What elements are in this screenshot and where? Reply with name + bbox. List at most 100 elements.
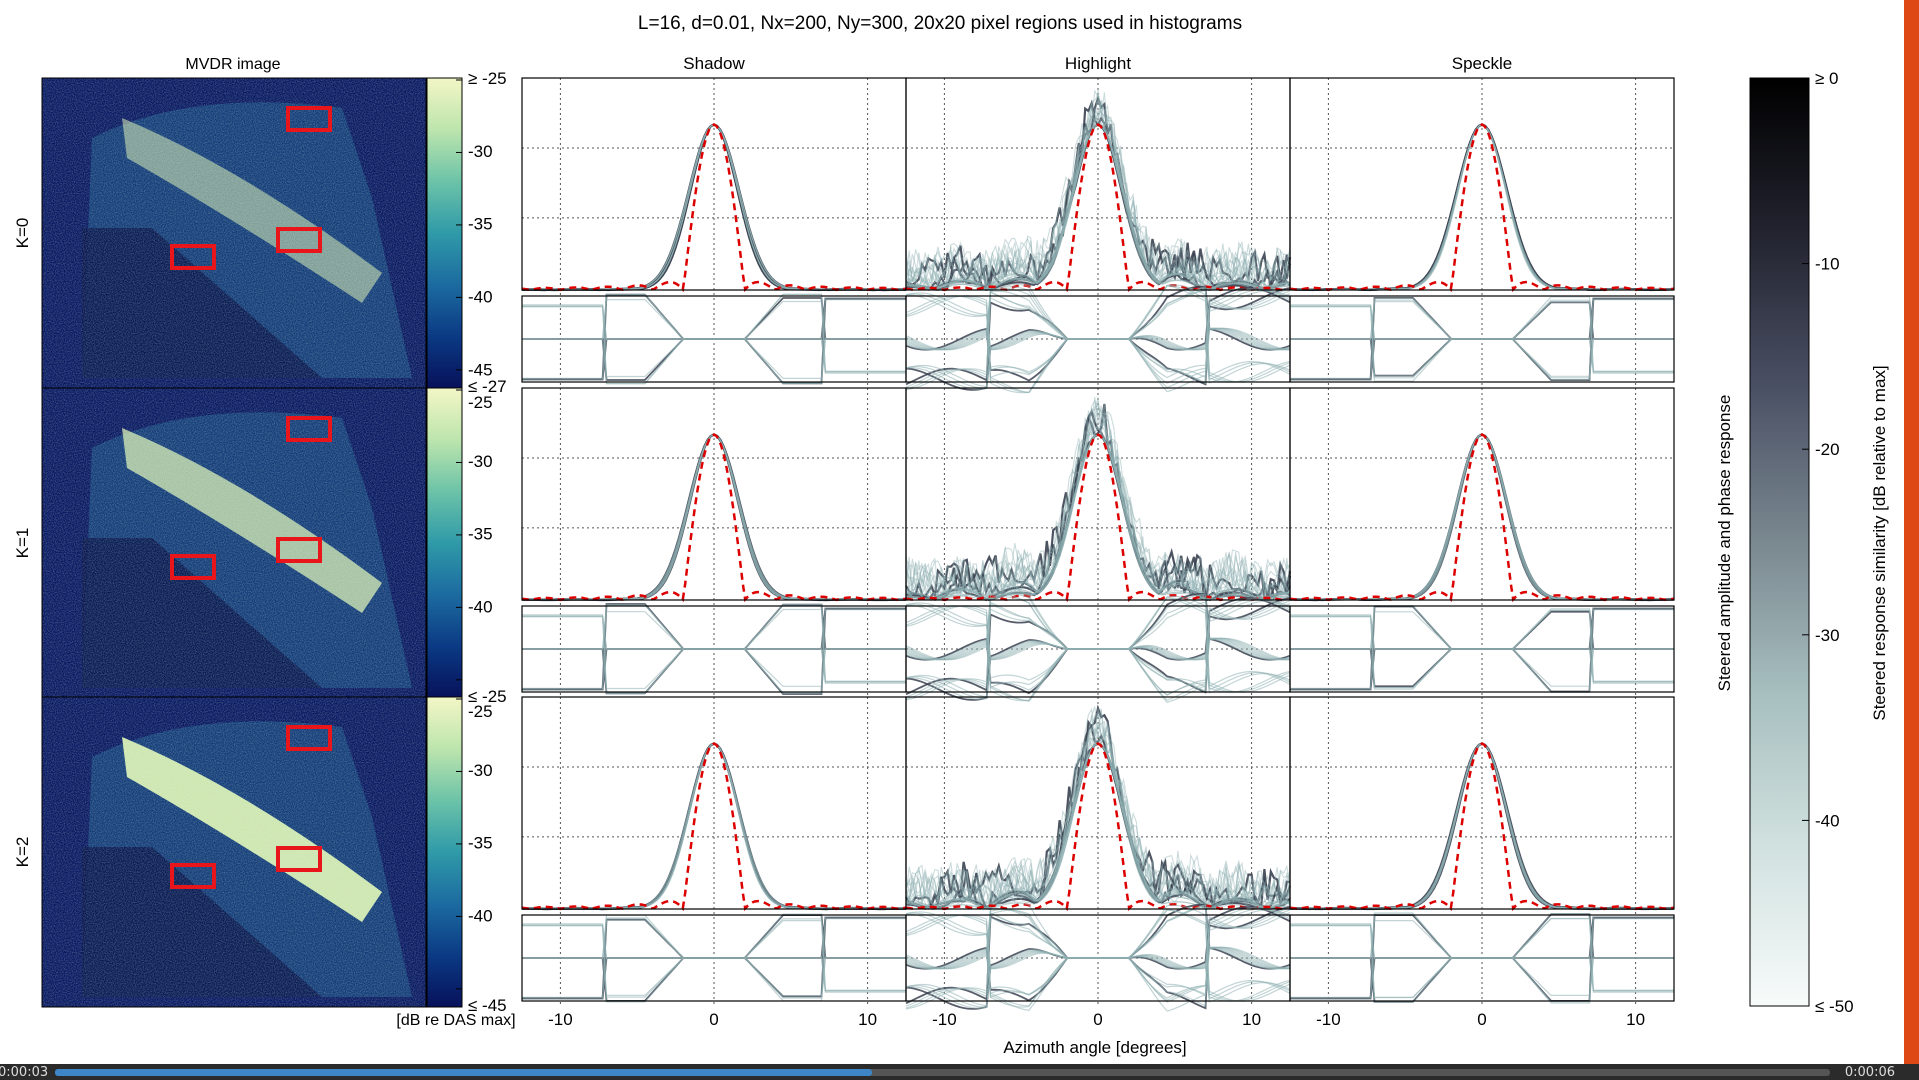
x-tick-label: -10 (1316, 1010, 1341, 1029)
amplitude-trace (905, 397, 1291, 601)
region-box (170, 244, 216, 270)
row-label-k2: K=2 (13, 837, 32, 868)
x-axis-label: Azimuth angle [degrees] (1003, 1038, 1186, 1057)
mvdr-image-k1 (41, 387, 427, 699)
region-box (286, 416, 332, 442)
panel-highlight-k0 (905, 77, 1292, 394)
amplitude-trace (906, 107, 1290, 291)
region-box (276, 537, 322, 563)
phase-trace (1290, 609, 1674, 689)
video-player-bar: 0:00:03 0:00:06 (0, 1064, 1919, 1080)
amplitude-trace (905, 707, 1291, 910)
image-colorbar-tick: -45 (468, 360, 493, 379)
panel-speckle-k1 (1289, 387, 1675, 698)
region-box (276, 227, 322, 253)
phase-trace (522, 920, 906, 996)
image-colorbar-k2: -25 -30 -35 -40 ≤ -45 (426, 696, 507, 1015)
reference-beam (521, 742, 907, 912)
region-box (286, 106, 332, 132)
similarity-colorbar-tick: -30 (1815, 626, 1840, 645)
panel-highlight-k1 (905, 387, 1292, 703)
x-tick-label: 0 (709, 1010, 718, 1029)
image-colorbar-tick: -40 (468, 288, 493, 307)
phase-trace (1290, 913, 1674, 1003)
image-colorbar-tick: -35 (468, 834, 493, 853)
amplitude-trace (905, 89, 1291, 291)
amplitude-trace (905, 114, 1291, 291)
similarity-colorbar-tick: -20 (1815, 440, 1840, 459)
image-colorbar-tick: ≤ -45 (468, 996, 507, 1015)
x-tick-label: 0 (1093, 1010, 1102, 1029)
panel-shadow-k0 (521, 77, 907, 388)
region-box (170, 554, 216, 580)
panel-highlight-k2 (905, 696, 1292, 1012)
amplitude-trace (905, 419, 1291, 601)
amplitude-trace (905, 92, 1291, 291)
phase-trace (522, 300, 906, 378)
amplitude-trace (905, 715, 1291, 910)
image-colorbar-label: [dB re DAS max] (396, 1012, 515, 1029)
amplitude-trace (905, 89, 1291, 291)
image-colorbar-tick: -30 (468, 761, 493, 780)
reference-beam (1289, 123, 1675, 293)
region-box (286, 725, 332, 751)
image-colorbar-tick: ≤ -27 (468, 377, 507, 396)
amplitude-trace (905, 93, 1291, 291)
column-title-highlight: Highlight (1065, 54, 1131, 73)
column-title-shadow: Shadow (683, 54, 745, 73)
amplitude-trace (905, 405, 1291, 601)
similarity-colorbar (1749, 77, 1810, 1007)
figure-title: L=16, d=0.01, Nx=200, Ny=300, 20x20 pixe… (638, 13, 1242, 34)
region-box (276, 846, 322, 872)
phase-trace (905, 291, 1291, 391)
image-colorbar-tick: ≤ -25 (468, 687, 507, 706)
amplitude-trace (905, 410, 1291, 601)
row-label-k0: K=0 (13, 218, 32, 249)
image-colorbar-tick: -25 (468, 393, 493, 412)
column-title-speckle: Speckle (1452, 54, 1512, 73)
x-tick-label: -10 (548, 1010, 573, 1029)
desktop-edge (1904, 0, 1919, 1064)
reference-beam (1289, 433, 1675, 603)
reference-beam (521, 123, 907, 293)
reference-beam (521, 433, 907, 603)
image-colorbar-tick: -35 (468, 215, 493, 234)
amplitude-trace (905, 706, 1291, 910)
image-column-title: MVDR image (185, 56, 280, 73)
mvdr-image-k2 (41, 696, 427, 1008)
similarity-colorbar-tick: -40 (1815, 811, 1840, 830)
x-tick-label: 10 (1626, 1010, 1645, 1029)
amplitude-trace (905, 421, 1291, 601)
amplitude-trace (905, 733, 1291, 910)
panel-speckle-k2 (1289, 696, 1675, 1007)
row-label-k1: K=1 (13, 528, 32, 559)
amplitude-trace (905, 737, 1291, 910)
image-colorbar-tick: -30 (468, 142, 493, 161)
similarity-colorbar-tick: ≥ 0 (1815, 69, 1839, 88)
amplitude-trace (905, 99, 1290, 290)
amplitude-trace (905, 719, 1292, 910)
image-colorbar-tick: -40 (468, 907, 493, 926)
x-tick-label: -10 (932, 1010, 957, 1029)
image-colorbar-tick: ≥ -25 (468, 69, 507, 88)
amplitude-trace (905, 411, 1291, 601)
amplitude-trace (905, 99, 1290, 290)
panel-speckle-k0 (1289, 77, 1675, 388)
image-colorbar-tick: -40 (468, 598, 493, 617)
total-time: 0:00:06 (1844, 1065, 1895, 1080)
amplitude-trace (905, 399, 1291, 601)
image-colorbar-tick: -35 (468, 525, 493, 544)
amplitude-trace (905, 407, 1291, 601)
similarity-colorbar-label: Steered response similarity [dB relative… (1870, 365, 1889, 720)
image-colorbar-k0: ≥ -25 -30 -35 -40 -45≤ -27 (426, 69, 507, 396)
amplitude-trace (905, 720, 1291, 910)
phase-trace (1290, 299, 1674, 379)
amplitude-trace (905, 401, 1290, 601)
progress-fill[interactable] (55, 1069, 872, 1076)
similarity-colorbar-tick: -10 (1815, 255, 1840, 274)
similarity-colorbar-tick: ≤ -50 (1815, 997, 1854, 1016)
image-colorbar-tick: -25 (468, 702, 493, 721)
x-tick-label: 0 (1477, 1010, 1486, 1029)
progress-track[interactable] (55, 1069, 1830, 1076)
